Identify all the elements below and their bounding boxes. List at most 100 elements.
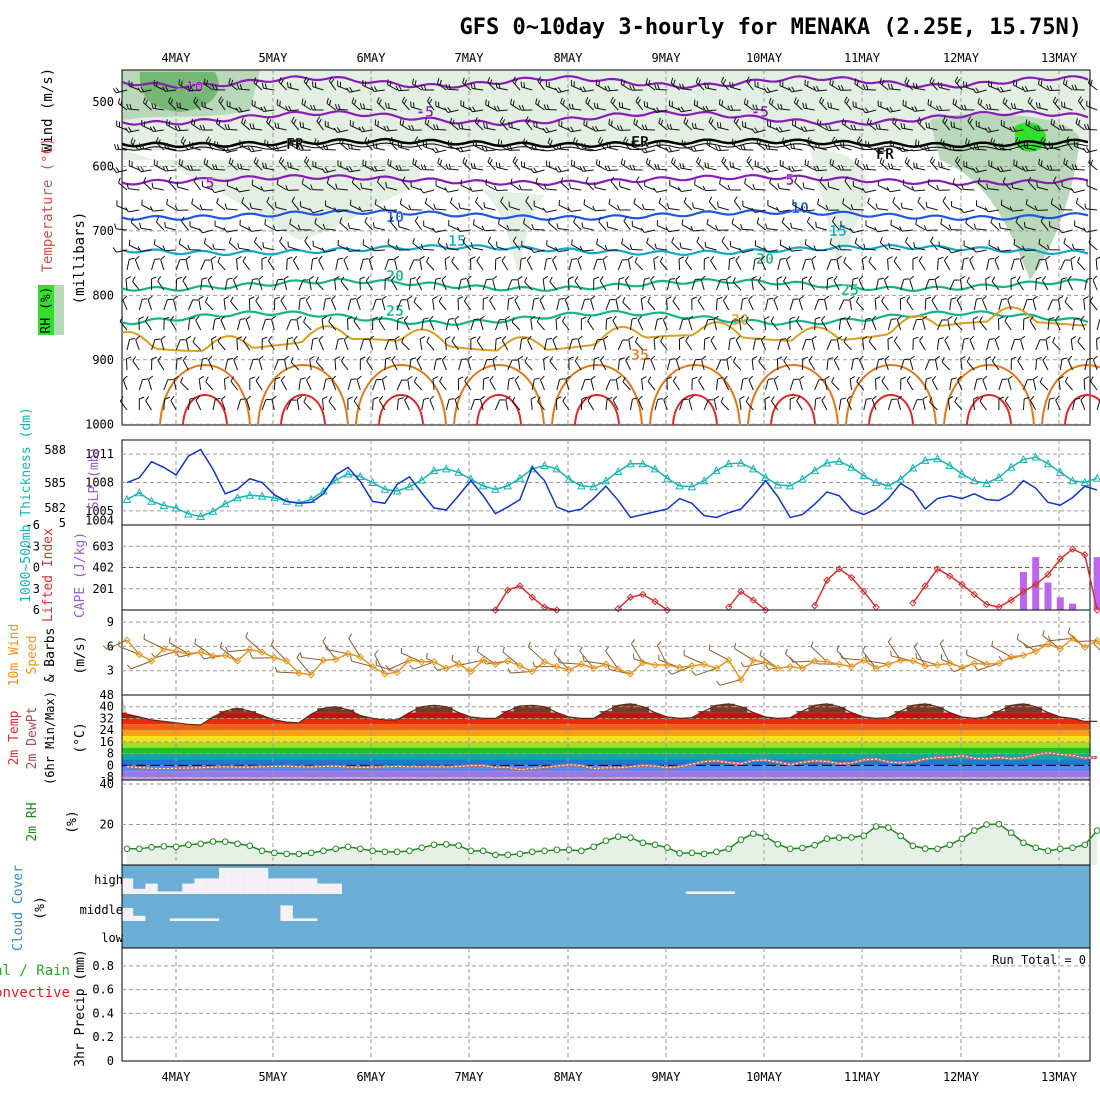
rh2m-fill (127, 824, 1098, 865)
wind-barb (625, 359, 631, 371)
wind-barb (558, 204, 570, 211)
wind-barb-flag (915, 83, 918, 89)
wind-barb-flag (773, 295, 779, 301)
wind-barb-flag (776, 276, 783, 280)
temp-mask (122, 695, 1098, 725)
wind-barb-flag (742, 377, 749, 380)
day-label-top: 4MAY (162, 51, 192, 65)
axis-tick-label: 3 (33, 582, 40, 596)
wind-barb-flag (410, 277, 416, 280)
wind-barb (200, 259, 206, 271)
wind-barb-flag (1063, 237, 1066, 244)
wind-barb (126, 259, 130, 271)
wind-barb-flag (1010, 102, 1014, 109)
wind-barb (653, 259, 656, 271)
wind-barb (1088, 242, 1098, 251)
wind-barb-flag (670, 157, 674, 163)
wind-barb (726, 359, 730, 371)
wind-barb-flag (807, 160, 809, 167)
cloud-cover-bar (710, 891, 723, 894)
wind-barb-flag (912, 82, 915, 89)
wind-barb-flag (841, 164, 844, 171)
wind-barb (396, 399, 399, 411)
wind-barb (725, 279, 730, 291)
wind-barb-flag (1022, 245, 1026, 251)
wind-barb (1026, 643, 1049, 649)
wind-barb-flag (813, 165, 817, 171)
wind-barb (521, 166, 533, 171)
wind-barb (1090, 380, 1098, 391)
wind-barb (349, 169, 361, 173)
wind-barb-flag (677, 107, 682, 113)
wind-speed-point (639, 658, 647, 667)
wind-barb-flag (1050, 198, 1053, 204)
wind-barb-flag (162, 86, 166, 92)
wind-barb (116, 169, 128, 173)
rh2m-point (271, 849, 278, 857)
wind-barb-flag (562, 316, 566, 322)
wind-barb-flag (777, 183, 780, 189)
thickness-point (159, 500, 169, 509)
wind-barb (214, 189, 226, 194)
wind-barb-flag (865, 84, 869, 90)
wind-barb-flag (216, 197, 219, 204)
wind-barb (1067, 279, 1074, 291)
wind-barb (994, 339, 1000, 351)
wind-barb (1000, 89, 1012, 93)
wind-speed-point (356, 653, 365, 661)
wind-barb (328, 401, 337, 411)
wind-barb-flag (372, 222, 375, 228)
wind-barb-flag (1023, 221, 1026, 228)
wind-barb-flag (951, 144, 955, 151)
wind-barb (963, 209, 975, 214)
wind-barb-flag (264, 83, 267, 89)
wind-barb-flag (819, 120, 822, 127)
wind-speed-point (847, 662, 856, 671)
wind-barb-flag (742, 297, 748, 300)
wind-barb-flag (258, 275, 264, 280)
isotherm-loop (747, 364, 839, 426)
wind-speed-point (982, 660, 991, 668)
thickness-point (454, 467, 463, 476)
wind-barb (940, 223, 951, 231)
isotherm-loop (868, 394, 914, 426)
wind-barb-flag (817, 198, 820, 205)
wind-barb-flag (963, 337, 970, 340)
wind-barb-flag (173, 295, 179, 300)
wind-barb-flag (733, 116, 738, 122)
wind-barb (534, 205, 545, 211)
wind-barb-flag (218, 96, 223, 102)
wind-barb-flag (925, 296, 932, 300)
wind-barb-flag (394, 255, 400, 260)
wind-barb-flag (871, 395, 877, 401)
wind-barb-flag (302, 122, 305, 128)
wind-barb-flag (253, 77, 257, 83)
wind-barb (1061, 185, 1073, 191)
wind-barb-flag (358, 126, 363, 132)
wind-barb (165, 169, 177, 172)
wind-barb (220, 319, 226, 331)
wind-barb (851, 359, 854, 371)
wind-barb-flag (187, 244, 191, 250)
wind-barb-flag (1023, 142, 1026, 148)
wind-barb-flag (224, 203, 228, 209)
wind-barb-flag (647, 376, 652, 382)
wind-barb-flag (252, 123, 255, 130)
wind-barb (917, 201, 926, 211)
rh2m-point (639, 839, 647, 847)
wind-barb (498, 223, 508, 231)
wind-barb-flag (855, 296, 860, 303)
wind-barb-flag (225, 646, 229, 652)
wind-barb-flag (821, 99, 825, 105)
wind-barb (904, 161, 914, 171)
wind-barb-flag (230, 79, 234, 86)
wind-speed-point (798, 664, 807, 672)
wind-barb-flag (575, 139, 578, 145)
wind-barb-flag (694, 179, 696, 185)
wind-speed-point (823, 658, 831, 666)
wind-barb (740, 299, 744, 311)
wind-barb (1047, 299, 1053, 311)
wind-barb-flag (266, 140, 269, 147)
wind-barb (570, 187, 582, 191)
wind-barb-flag (217, 336, 222, 342)
